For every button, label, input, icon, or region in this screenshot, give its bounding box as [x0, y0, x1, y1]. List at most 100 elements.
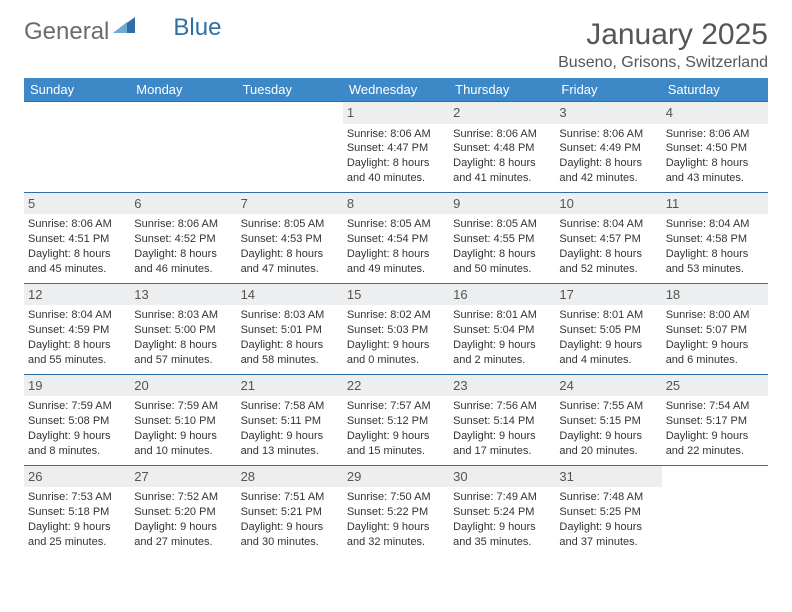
calendar-table: Sunday Monday Tuesday Wednesday Thursday…	[24, 78, 768, 556]
day-cell: 11Sunrise: 8:04 AMSunset: 4:58 PMDayligh…	[662, 192, 768, 283]
day-cell: 5Sunrise: 8:06 AMSunset: 4:51 PMDaylight…	[24, 192, 130, 283]
day-info: Sunrise: 7:57 AMSunset: 5:12 PMDaylight:…	[347, 399, 445, 458]
day-header: Friday	[555, 78, 661, 102]
day-number: 9	[449, 193, 555, 215]
logo-triangle-icon	[113, 12, 135, 40]
day-cell: 7Sunrise: 8:05 AMSunset: 4:53 PMDaylight…	[237, 192, 343, 283]
day-number: 16	[449, 284, 555, 306]
day-info: Sunrise: 7:58 AMSunset: 5:11 PMDaylight:…	[241, 399, 339, 458]
title-block: January 2025 Buseno, Grisons, Switzerlan…	[558, 18, 768, 72]
day-number: 17	[555, 284, 661, 306]
day-header: Wednesday	[343, 78, 449, 102]
day-cell: 6Sunrise: 8:06 AMSunset: 4:52 PMDaylight…	[130, 192, 236, 283]
day-number: 6	[130, 193, 236, 215]
location-subtitle: Buseno, Grisons, Switzerland	[558, 54, 768, 72]
day-cell: 30Sunrise: 7:49 AMSunset: 5:24 PMDayligh…	[449, 465, 555, 555]
week-row: 12Sunrise: 8:04 AMSunset: 4:59 PMDayligh…	[24, 283, 768, 374]
day-info: Sunrise: 7:52 AMSunset: 5:20 PMDaylight:…	[134, 490, 232, 549]
day-header: Thursday	[449, 78, 555, 102]
day-number: 1	[343, 102, 449, 124]
day-number: 18	[662, 284, 768, 306]
day-cell: 23Sunrise: 7:56 AMSunset: 5:14 PMDayligh…	[449, 374, 555, 465]
day-info: Sunrise: 8:01 AMSunset: 5:05 PMDaylight:…	[559, 308, 657, 367]
calendar-body: 1 Sunrise: 8:06 AMSunset: 4:47 PMDaylight…	[24, 102, 768, 556]
day-info: Sunrise: 7:51 AMSunset: 5:21 PMDaylight:…	[241, 490, 339, 549]
logo-text-1: General	[24, 18, 109, 46]
day-number: 11	[662, 193, 768, 215]
day-info: Sunrise: 7:59 AMSunset: 5:10 PMDaylight:…	[134, 399, 232, 458]
day-cell: 29Sunrise: 7:50 AMSunset: 5:22 PMDayligh…	[343, 465, 449, 555]
day-cell: 15Sunrise: 8:02 AMSunset: 5:03 PMDayligh…	[343, 283, 449, 374]
day-cell: 19Sunrise: 7:59 AMSunset: 5:08 PMDayligh…	[24, 374, 130, 465]
week-row: 1 Sunrise: 8:06 AMSunset: 4:47 PMDaylight…	[24, 102, 768, 193]
day-cell: 2 Sunrise: 8:06 AMSunset: 4:48 PMDaylight…	[449, 102, 555, 193]
empty-cell	[130, 102, 236, 193]
day-number: 23	[449, 375, 555, 397]
day-number: 12	[24, 284, 130, 306]
day-number: 25	[662, 375, 768, 397]
day-number: 27	[130, 466, 236, 488]
day-info: Sunrise: 8:06 AMSunset: 4:48 PMDaylight:…	[453, 127, 551, 186]
day-info: Sunrise: 8:06 AMSunset: 4:47 PMDaylight:…	[347, 127, 445, 186]
day-cell: 28Sunrise: 7:51 AMSunset: 5:21 PMDayligh…	[237, 465, 343, 555]
logo-text-2: Blue	[173, 14, 221, 42]
day-cell: 1 Sunrise: 8:06 AMSunset: 4:47 PMDaylight…	[343, 102, 449, 193]
day-number: 29	[343, 466, 449, 488]
day-cell: 31Sunrise: 7:48 AMSunset: 5:25 PMDayligh…	[555, 465, 661, 555]
day-number: 8	[343, 193, 449, 215]
day-number: 13	[130, 284, 236, 306]
day-number: 30	[449, 466, 555, 488]
day-number: 20	[130, 375, 236, 397]
day-cell: 13Sunrise: 8:03 AMSunset: 5:00 PMDayligh…	[130, 283, 236, 374]
day-number: 3	[555, 102, 661, 124]
day-number: 21	[237, 375, 343, 397]
day-cell: 25Sunrise: 7:54 AMSunset: 5:17 PMDayligh…	[662, 374, 768, 465]
day-number: 26	[24, 466, 130, 488]
day-number: 19	[24, 375, 130, 397]
day-info: Sunrise: 7:50 AMSunset: 5:22 PMDaylight:…	[347, 490, 445, 549]
day-header: Tuesday	[237, 78, 343, 102]
day-cell: 9Sunrise: 8:05 AMSunset: 4:55 PMDaylight…	[449, 192, 555, 283]
day-info: Sunrise: 8:00 AMSunset: 5:07 PMDaylight:…	[666, 308, 764, 367]
week-row: 19Sunrise: 7:59 AMSunset: 5:08 PMDayligh…	[24, 374, 768, 465]
day-cell: 14Sunrise: 8:03 AMSunset: 5:01 PMDayligh…	[237, 283, 343, 374]
logo: General Blue	[24, 18, 221, 46]
day-header-row: Sunday Monday Tuesday Wednesday Thursday…	[24, 78, 768, 102]
day-number: 14	[237, 284, 343, 306]
empty-cell	[24, 102, 130, 193]
day-info: Sunrise: 8:03 AMSunset: 5:01 PMDaylight:…	[241, 308, 339, 367]
day-info: Sunrise: 8:04 AMSunset: 4:57 PMDaylight:…	[559, 217, 657, 276]
day-info: Sunrise: 8:05 AMSunset: 4:55 PMDaylight:…	[453, 217, 551, 276]
day-number: 22	[343, 375, 449, 397]
day-info: Sunrise: 7:56 AMSunset: 5:14 PMDaylight:…	[453, 399, 551, 458]
day-number: 24	[555, 375, 661, 397]
day-cell: 21Sunrise: 7:58 AMSunset: 5:11 PMDayligh…	[237, 374, 343, 465]
day-cell: 18Sunrise: 8:00 AMSunset: 5:07 PMDayligh…	[662, 283, 768, 374]
day-info: Sunrise: 8:06 AMSunset: 4:50 PMDaylight:…	[666, 127, 764, 186]
day-cell: 10Sunrise: 8:04 AMSunset: 4:57 PMDayligh…	[555, 192, 661, 283]
day-info: Sunrise: 8:05 AMSunset: 4:53 PMDaylight:…	[241, 217, 339, 276]
empty-cell	[237, 102, 343, 193]
day-number: 7	[237, 193, 343, 215]
day-info: Sunrise: 7:49 AMSunset: 5:24 PMDaylight:…	[453, 490, 551, 549]
week-row: 5Sunrise: 8:06 AMSunset: 4:51 PMDaylight…	[24, 192, 768, 283]
day-info: Sunrise: 7:53 AMSunset: 5:18 PMDaylight:…	[28, 490, 126, 549]
day-cell: 12Sunrise: 8:04 AMSunset: 4:59 PMDayligh…	[24, 283, 130, 374]
day-info: Sunrise: 8:06 AMSunset: 4:49 PMDaylight:…	[559, 127, 657, 186]
day-cell: 16Sunrise: 8:01 AMSunset: 5:04 PMDayligh…	[449, 283, 555, 374]
day-info: Sunrise: 8:04 AMSunset: 4:58 PMDaylight:…	[666, 217, 764, 276]
day-number: 4	[662, 102, 768, 124]
week-row: 26Sunrise: 7:53 AMSunset: 5:18 PMDayligh…	[24, 465, 768, 555]
day-header: Sunday	[24, 78, 130, 102]
day-header: Saturday	[662, 78, 768, 102]
day-info: Sunrise: 8:03 AMSunset: 5:00 PMDaylight:…	[134, 308, 232, 367]
day-info: Sunrise: 8:04 AMSunset: 4:59 PMDaylight:…	[28, 308, 126, 367]
day-number: 2	[449, 102, 555, 124]
day-number: 10	[555, 193, 661, 215]
day-info: Sunrise: 8:01 AMSunset: 5:04 PMDaylight:…	[453, 308, 551, 367]
day-info: Sunrise: 7:54 AMSunset: 5:17 PMDaylight:…	[666, 399, 764, 458]
empty-cell	[662, 465, 768, 555]
day-info: Sunrise: 8:06 AMSunset: 4:52 PMDaylight:…	[134, 217, 232, 276]
day-info: Sunrise: 7:59 AMSunset: 5:08 PMDaylight:…	[28, 399, 126, 458]
day-info: Sunrise: 8:02 AMSunset: 5:03 PMDaylight:…	[347, 308, 445, 367]
